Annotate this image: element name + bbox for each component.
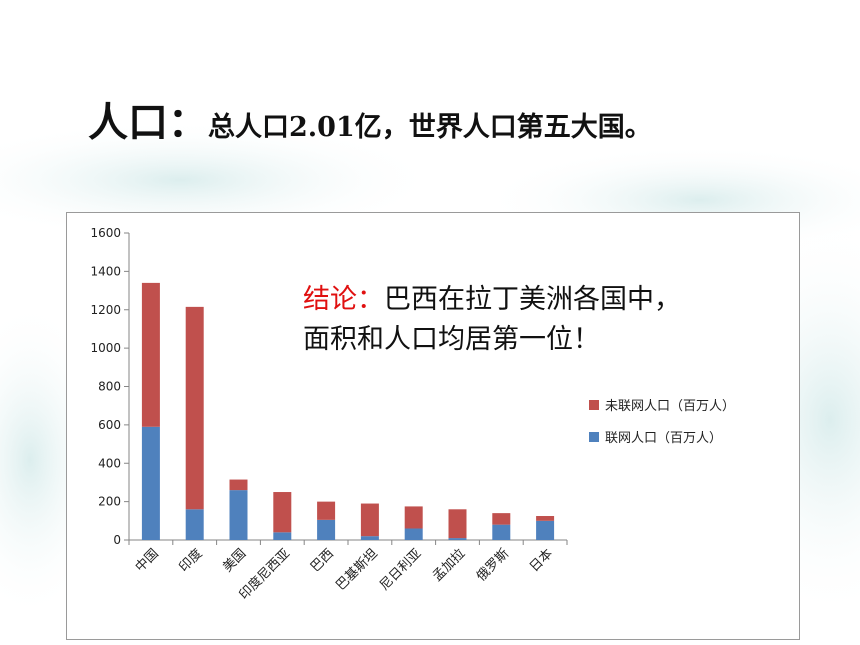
- x-tick-label: 印度: [176, 546, 206, 576]
- x-tick-label: 美国: [220, 546, 249, 575]
- bar-offline: [536, 516, 555, 521]
- bar-online: [317, 519, 336, 540]
- x-tick-label: 巴西: [308, 546, 337, 575]
- x-tick-label: 尼日利亚: [377, 546, 424, 593]
- bar-offline: [448, 509, 467, 539]
- bar-offline: [273, 492, 292, 533]
- bar-offline: [229, 479, 248, 491]
- x-tick-label: 孟加拉: [430, 546, 468, 584]
- conclusion-text: 结论：巴西在拉丁美洲各国中， 面积和人口均居第一位！: [303, 280, 681, 360]
- conclusion-line-1: 巴西在拉丁美洲各国中，: [384, 284, 681, 315]
- y-tick-label: 1000: [90, 341, 121, 355]
- y-tick-label: 200: [98, 495, 121, 509]
- bar-online: [141, 426, 160, 540]
- y-tick-label: 0: [113, 533, 121, 547]
- legend-label: 联网人口（百万人）: [605, 431, 722, 446]
- bar-online: [404, 528, 423, 540]
- y-tick-label: 1200: [90, 303, 121, 317]
- legend-label: 未联网人口（百万人）: [605, 399, 735, 414]
- bar-offline: [404, 506, 423, 529]
- bar-offline: [141, 282, 160, 427]
- bar-online: [229, 490, 248, 540]
- y-tick-label: 400: [98, 456, 121, 470]
- bar-online: [448, 538, 467, 540]
- legend-swatch: [589, 432, 599, 442]
- y-tick-label: 1600: [90, 226, 121, 240]
- legend-swatch: [589, 400, 599, 410]
- x-tick-label: 俄罗斯: [474, 546, 512, 584]
- y-tick-label: 600: [98, 418, 121, 432]
- x-tick-label: 中国: [133, 546, 162, 575]
- x-tick-label: 巴基斯坦: [333, 546, 380, 593]
- title-lead: 人口：: [88, 99, 208, 146]
- x-tick-label: 日本: [527, 546, 556, 575]
- bar-offline: [317, 501, 336, 520]
- y-tick-label: 800: [98, 380, 121, 394]
- bar-online: [492, 524, 511, 540]
- bar-offline: [492, 513, 511, 525]
- bar-online: [185, 509, 204, 540]
- chart-frame: 0 200 400 600 800 1000 1200 1400 1600 中国 印度 美国 印度尼西亚…: [66, 212, 800, 640]
- bar-online: [273, 532, 292, 540]
- bar-offline: [185, 306, 204, 510]
- slide-title: 人口：总人口2.01亿，世界人口第五大国。: [88, 90, 652, 148]
- y-tick-label: 1400: [90, 264, 121, 278]
- title-text: 总人口2.01亿，世界人口第五大国。: [208, 112, 652, 143]
- conclusion-line-2: 面积和人口均居第一位！: [303, 324, 600, 355]
- bar-online: [536, 520, 555, 540]
- bar-offline: [360, 503, 379, 537]
- bar-online: [360, 536, 379, 540]
- conclusion-lead: 结论：: [303, 284, 384, 315]
